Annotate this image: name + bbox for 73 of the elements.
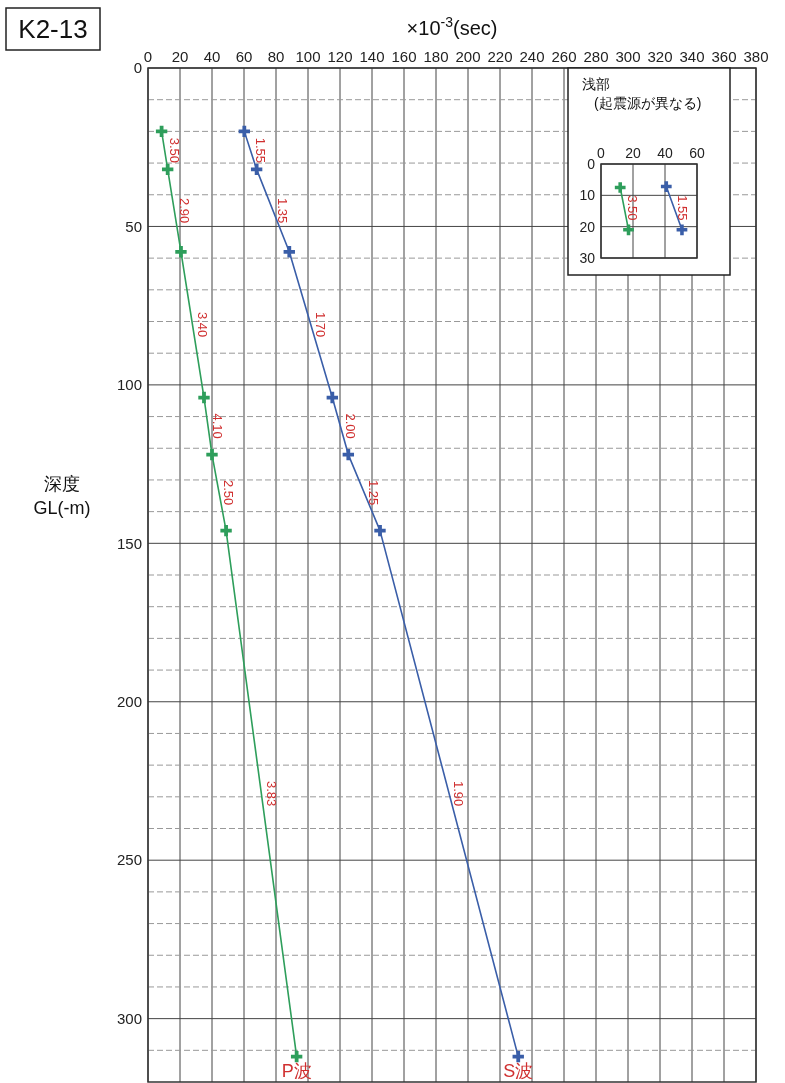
y-tick-label: 20 [579,218,596,235]
point [161,163,174,176]
x-tick-label: 20 [625,145,641,161]
point [175,246,187,258]
x-tick-label: 300 [615,48,641,65]
x-tick-label: 340 [679,48,705,65]
y-tick-label: 150 [116,534,142,552]
x-axis-title: ×10$^{-3}$(sec) [406,14,498,39]
point [198,391,210,404]
annotation: 3.40 [194,312,210,338]
point [342,448,355,461]
x-tick-label: 60 [235,48,253,65]
point [155,125,168,138]
x-tick-label: 180 [423,48,449,65]
annotation: 4.10 [210,413,226,439]
point [220,524,232,537]
x-tick-label: 380 [743,48,769,65]
x-tick-label: 100 [295,48,321,65]
y-tick-label: 300 [116,1009,142,1027]
annotation: 1.70 [313,312,329,338]
annotation: 2.00 [342,413,358,439]
series-label: S波 [503,1060,534,1081]
x-tick-label: 140 [359,48,385,65]
point [206,448,218,461]
x-tick-label: 280 [583,48,609,65]
x-tick-label: 240 [519,48,545,65]
x-tick-label: 200 [455,48,481,65]
x-tick-label: 120 [327,48,353,65]
point [250,163,263,176]
annotation: 1.35 [275,197,291,224]
y-tick-label: 0 [133,59,142,77]
y-axis-title: 深度 GL(-m) [33,474,91,518]
point [374,524,386,537]
series-label: P波 [281,1060,312,1081]
x-tick-label: 0 [143,48,153,65]
point [512,1050,524,1063]
annotation: 1.55 [674,195,690,221]
annotation: 1.55 [252,137,268,164]
x-tick-label: 20 [171,48,189,65]
point [676,224,688,236]
point [614,182,626,193]
x-tick-label: 320 [647,48,673,65]
point [326,391,339,404]
y-tick-label: 30 [579,249,596,266]
y-tick-label: 50 [125,217,142,235]
chart-subtitle: (起震源が異なる) [594,95,702,111]
y-tick-label: 100 [116,376,142,394]
point [623,224,634,236]
chart-title: 浅部 [582,76,610,92]
x-tick-label: 40 [203,48,221,65]
x-tick-label: 260 [551,48,577,65]
annotation: 3.83 [264,780,280,807]
point [660,181,672,192]
x-tick-label: 0 [597,145,606,161]
x-tick-label: 80 [267,48,285,65]
annotation: 3.50 [167,137,183,164]
x-tick-label: 220 [487,48,513,65]
x-tick-label: 160 [391,48,417,65]
x-tick-label: 60 [689,145,705,161]
y-tick-label: 10 [579,187,596,204]
x-tick-label: 40 [657,145,673,161]
annotation: 2.90 [176,197,192,224]
annotation: 3.50 [624,195,640,221]
annotation: 1.90 [451,780,467,807]
x-tick-label: 360 [711,48,737,65]
point [238,125,251,138]
annotation: 2.50 [221,479,237,506]
point [290,1050,303,1063]
y-tick-label: 250 [116,851,142,869]
y-tick-label: 200 [116,693,142,710]
annotation: 1.25 [366,479,382,506]
chart-title: K2-13 [18,14,88,44]
point [283,246,295,258]
